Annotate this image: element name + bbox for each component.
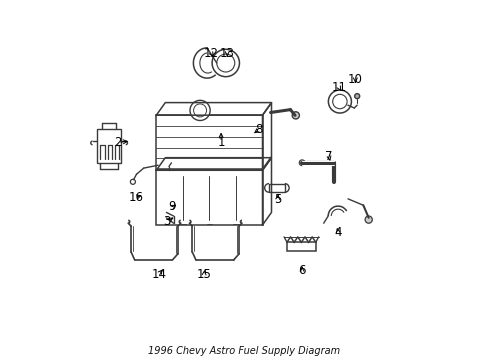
Text: 5: 5: [273, 193, 281, 206]
Text: 13: 13: [219, 47, 234, 60]
Text: 4: 4: [334, 226, 341, 239]
Text: 16: 16: [128, 191, 143, 204]
Text: 9: 9: [168, 201, 176, 213]
Text: 1996 Chevy Astro Fuel Supply Diagram: 1996 Chevy Astro Fuel Supply Diagram: [148, 346, 340, 356]
Text: 1: 1: [217, 136, 224, 149]
Bar: [286, 242, 315, 251]
Circle shape: [130, 179, 135, 184]
Circle shape: [365, 216, 371, 223]
Circle shape: [354, 94, 359, 99]
Text: 6: 6: [298, 264, 305, 277]
Bar: [268, 184, 284, 192]
Text: 11: 11: [331, 81, 346, 94]
Text: 7: 7: [325, 150, 332, 163]
Text: 15: 15: [196, 268, 211, 281]
Circle shape: [190, 100, 210, 121]
Bar: [156, 170, 262, 225]
Text: 12: 12: [203, 47, 219, 60]
Text: 8: 8: [255, 123, 262, 136]
Bar: [97, 129, 121, 163]
Text: 2: 2: [114, 136, 122, 149]
Text: 14: 14: [151, 268, 166, 281]
Text: 10: 10: [347, 73, 362, 86]
Circle shape: [292, 112, 299, 119]
Circle shape: [299, 160, 305, 166]
Bar: [156, 115, 262, 169]
Text: 3: 3: [163, 215, 170, 228]
